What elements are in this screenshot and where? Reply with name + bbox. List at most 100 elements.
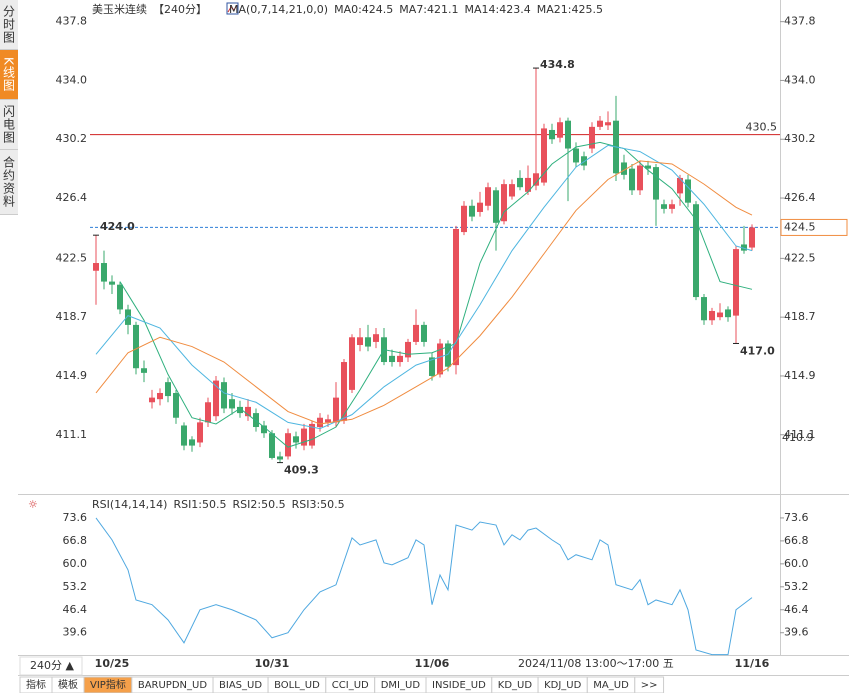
header-text: MA21:425.5 <box>537 3 603 16</box>
candle-body <box>317 417 323 428</box>
toolbar-tab-label: BARUPDN_UD <box>138 680 207 691</box>
candle-body <box>101 263 107 282</box>
y-tick-label: 426.4 <box>56 191 88 204</box>
candle-body <box>685 179 691 203</box>
candle-body <box>109 281 115 285</box>
candle-body <box>501 184 507 222</box>
toolbar-tab[interactable] <box>634 676 665 693</box>
candle-body <box>661 204 667 209</box>
candle-body <box>205 402 211 423</box>
sidebar-tab[interactable]: 合约资料 <box>0 150 18 215</box>
candle-body <box>213 380 219 417</box>
candle-body <box>621 162 627 175</box>
candle-body <box>629 168 635 191</box>
candle-body <box>133 324 139 369</box>
candle-body <box>349 337 355 390</box>
candle-body <box>741 244 747 251</box>
toolbar-tab-label: MA_UD <box>593 680 629 691</box>
header-text: MA0:424.5 <box>334 3 393 16</box>
candle-body <box>389 355 395 363</box>
toolbar-tab-label: KD_UD <box>498 680 533 691</box>
price-tag-label: 424.5 <box>784 220 816 233</box>
x-tick-label: 11/06 <box>415 657 450 670</box>
candle-body <box>325 419 331 423</box>
header-text: RSI(14,14,14) <box>92 498 167 511</box>
candle-body <box>461 205 467 233</box>
candle-body <box>677 177 683 194</box>
candle-body <box>733 249 739 316</box>
x-tick-label: 11/16 <box>735 657 770 670</box>
candle-body <box>181 425 187 446</box>
x-tick-label: 10/31 <box>255 657 290 670</box>
candle-body <box>669 204 675 209</box>
y-tick-label: 414.9 <box>784 369 816 382</box>
candle-body <box>485 187 491 206</box>
candle-body <box>437 343 443 375</box>
y-tick-label: 66.8 <box>63 534 88 547</box>
candle-body <box>293 436 299 443</box>
candle-body <box>565 120 571 149</box>
sidebar-tab[interactable]: 分时图 <box>0 0 18 50</box>
extreme-label: 424.0 <box>100 220 135 233</box>
sidebar-tab[interactable]: 闪电图 <box>0 100 18 150</box>
candle-body <box>245 406 251 417</box>
candle-body <box>141 368 147 373</box>
y-tick-label: 73.6 <box>63 511 88 524</box>
header-text: MA14:423.4 <box>465 3 531 16</box>
sidebar-tab[interactable]: K线图 <box>0 50 18 100</box>
y-tick-label: 46.4 <box>63 603 88 616</box>
candle-body <box>285 433 291 457</box>
toolbar-tab-label: >> <box>641 680 658 691</box>
candle-body <box>397 355 403 363</box>
y-tick-label: 437.8 <box>784 15 816 28</box>
candle-body <box>605 122 611 126</box>
toolbar-tab-label: CCI_UD <box>332 680 369 691</box>
candle-body <box>357 337 363 346</box>
candle-body <box>309 423 315 446</box>
ma-icon <box>226 2 239 15</box>
indicator-line <box>119 141 753 448</box>
toolbar-tab-label: DMI_UD <box>381 680 421 691</box>
y-tick-label: 411.1 <box>56 428 88 441</box>
candle-body <box>597 120 603 127</box>
candle-body <box>149 397 155 403</box>
candle-body <box>269 433 275 458</box>
candle-body <box>197 422 203 443</box>
x-tick-label: 10/25 <box>95 657 130 670</box>
candle-body <box>301 428 307 446</box>
y-tick-label: 437.8 <box>56 15 88 28</box>
candle-body <box>493 190 499 223</box>
y-tick-label: 430.2 <box>56 132 88 145</box>
candle-body <box>173 392 179 418</box>
crosshair-time: 2024/11/08 13:00～17:00 五 <box>518 657 674 670</box>
header-text: RSI2:50.5 <box>233 498 286 511</box>
candle-body <box>749 227 755 248</box>
candle-body <box>509 184 515 197</box>
candle-body <box>253 413 259 428</box>
candle-body <box>717 312 723 318</box>
extreme-label: 434.8 <box>540 58 575 71</box>
header-text: RSI1:50.5 <box>173 498 226 511</box>
header-text: RSI3:50.5 <box>292 498 345 511</box>
candle-body <box>413 324 419 342</box>
candle-body <box>693 204 699 298</box>
y-tick-label: 434.0 <box>56 73 88 86</box>
toolbar-tab-label: 指标 <box>26 678 46 691</box>
candle-body <box>645 165 651 169</box>
candle-body <box>549 129 555 140</box>
candle-body <box>653 167 659 200</box>
y-tick-label: 53.2 <box>63 580 88 593</box>
y-tick-label: 66.8 <box>784 534 809 547</box>
candle-body <box>365 337 371 347</box>
candle-body <box>221 382 227 409</box>
candle-body <box>517 177 523 188</box>
candle-body <box>573 148 579 163</box>
candle-body <box>125 309 131 325</box>
header-text: 【240分】 <box>153 3 207 16</box>
period-button <box>19 656 83 676</box>
y-tick-label: 418.7 <box>784 310 816 323</box>
candle-body <box>541 128 547 183</box>
y-tick-label: 60.0 <box>784 557 809 570</box>
y-tick-label: 411.1 <box>784 428 816 441</box>
